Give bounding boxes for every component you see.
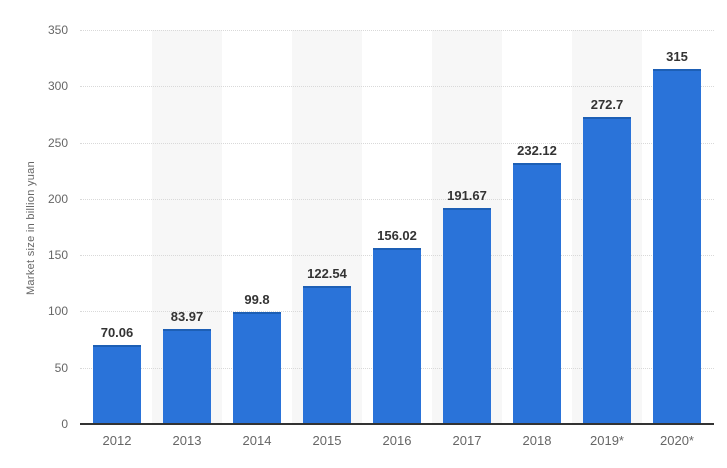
y-tick-label: 300 (47, 79, 68, 94)
x-tick-label: 2013 (172, 433, 202, 448)
y-tick-label: 100 (47, 304, 68, 319)
x-tick-label: 2012 (102, 433, 132, 448)
y-tick-label: 200 (47, 191, 68, 206)
bar[interactable] (443, 208, 491, 424)
x-tick-label: 2020* (660, 433, 694, 448)
y-tick-label: 0 (61, 417, 68, 431)
bar[interactable] (583, 117, 631, 424)
x-tick-label: 2019* (590, 433, 624, 448)
bar-value-label: 70.06 (100, 325, 134, 341)
bar[interactable] (653, 69, 701, 424)
y-tick-label: 50 (54, 360, 68, 375)
x-tick-label: 2014 (242, 433, 272, 448)
gridline (80, 142, 714, 144)
bar-value-label: 191.67 (447, 188, 487, 204)
x-tick-label: 2017 (452, 433, 482, 448)
y-tick-label: 350 (47, 23, 68, 37)
bar[interactable] (303, 286, 351, 424)
bar[interactable] (233, 311, 281, 424)
bar-value-label: 272.7 (590, 97, 624, 113)
x-tick-label: 2015 (312, 433, 342, 448)
bar-value-label: 99.8 (244, 291, 270, 307)
bar-value-label: 156.02 (377, 228, 417, 244)
bar-value-label: 83.97 (170, 309, 204, 325)
gridline (80, 30, 714, 31)
bar[interactable] (163, 329, 211, 424)
gridline (80, 198, 714, 200)
y-tick-label: 250 (47, 135, 68, 150)
bar-value-label: 232.12 (517, 142, 557, 158)
x-tick-label: 2018 (522, 433, 552, 448)
bar-value-label: 122.54 (307, 266, 347, 282)
y-tick-label: 150 (47, 248, 68, 263)
bar[interactable] (93, 345, 141, 424)
bar-value-label: 315 (666, 49, 688, 65)
gridline (80, 86, 714, 88)
x-axis-line (80, 423, 714, 425)
x-tick-label: 2016 (382, 433, 412, 448)
bar[interactable] (373, 248, 421, 424)
bar[interactable] (513, 162, 561, 424)
